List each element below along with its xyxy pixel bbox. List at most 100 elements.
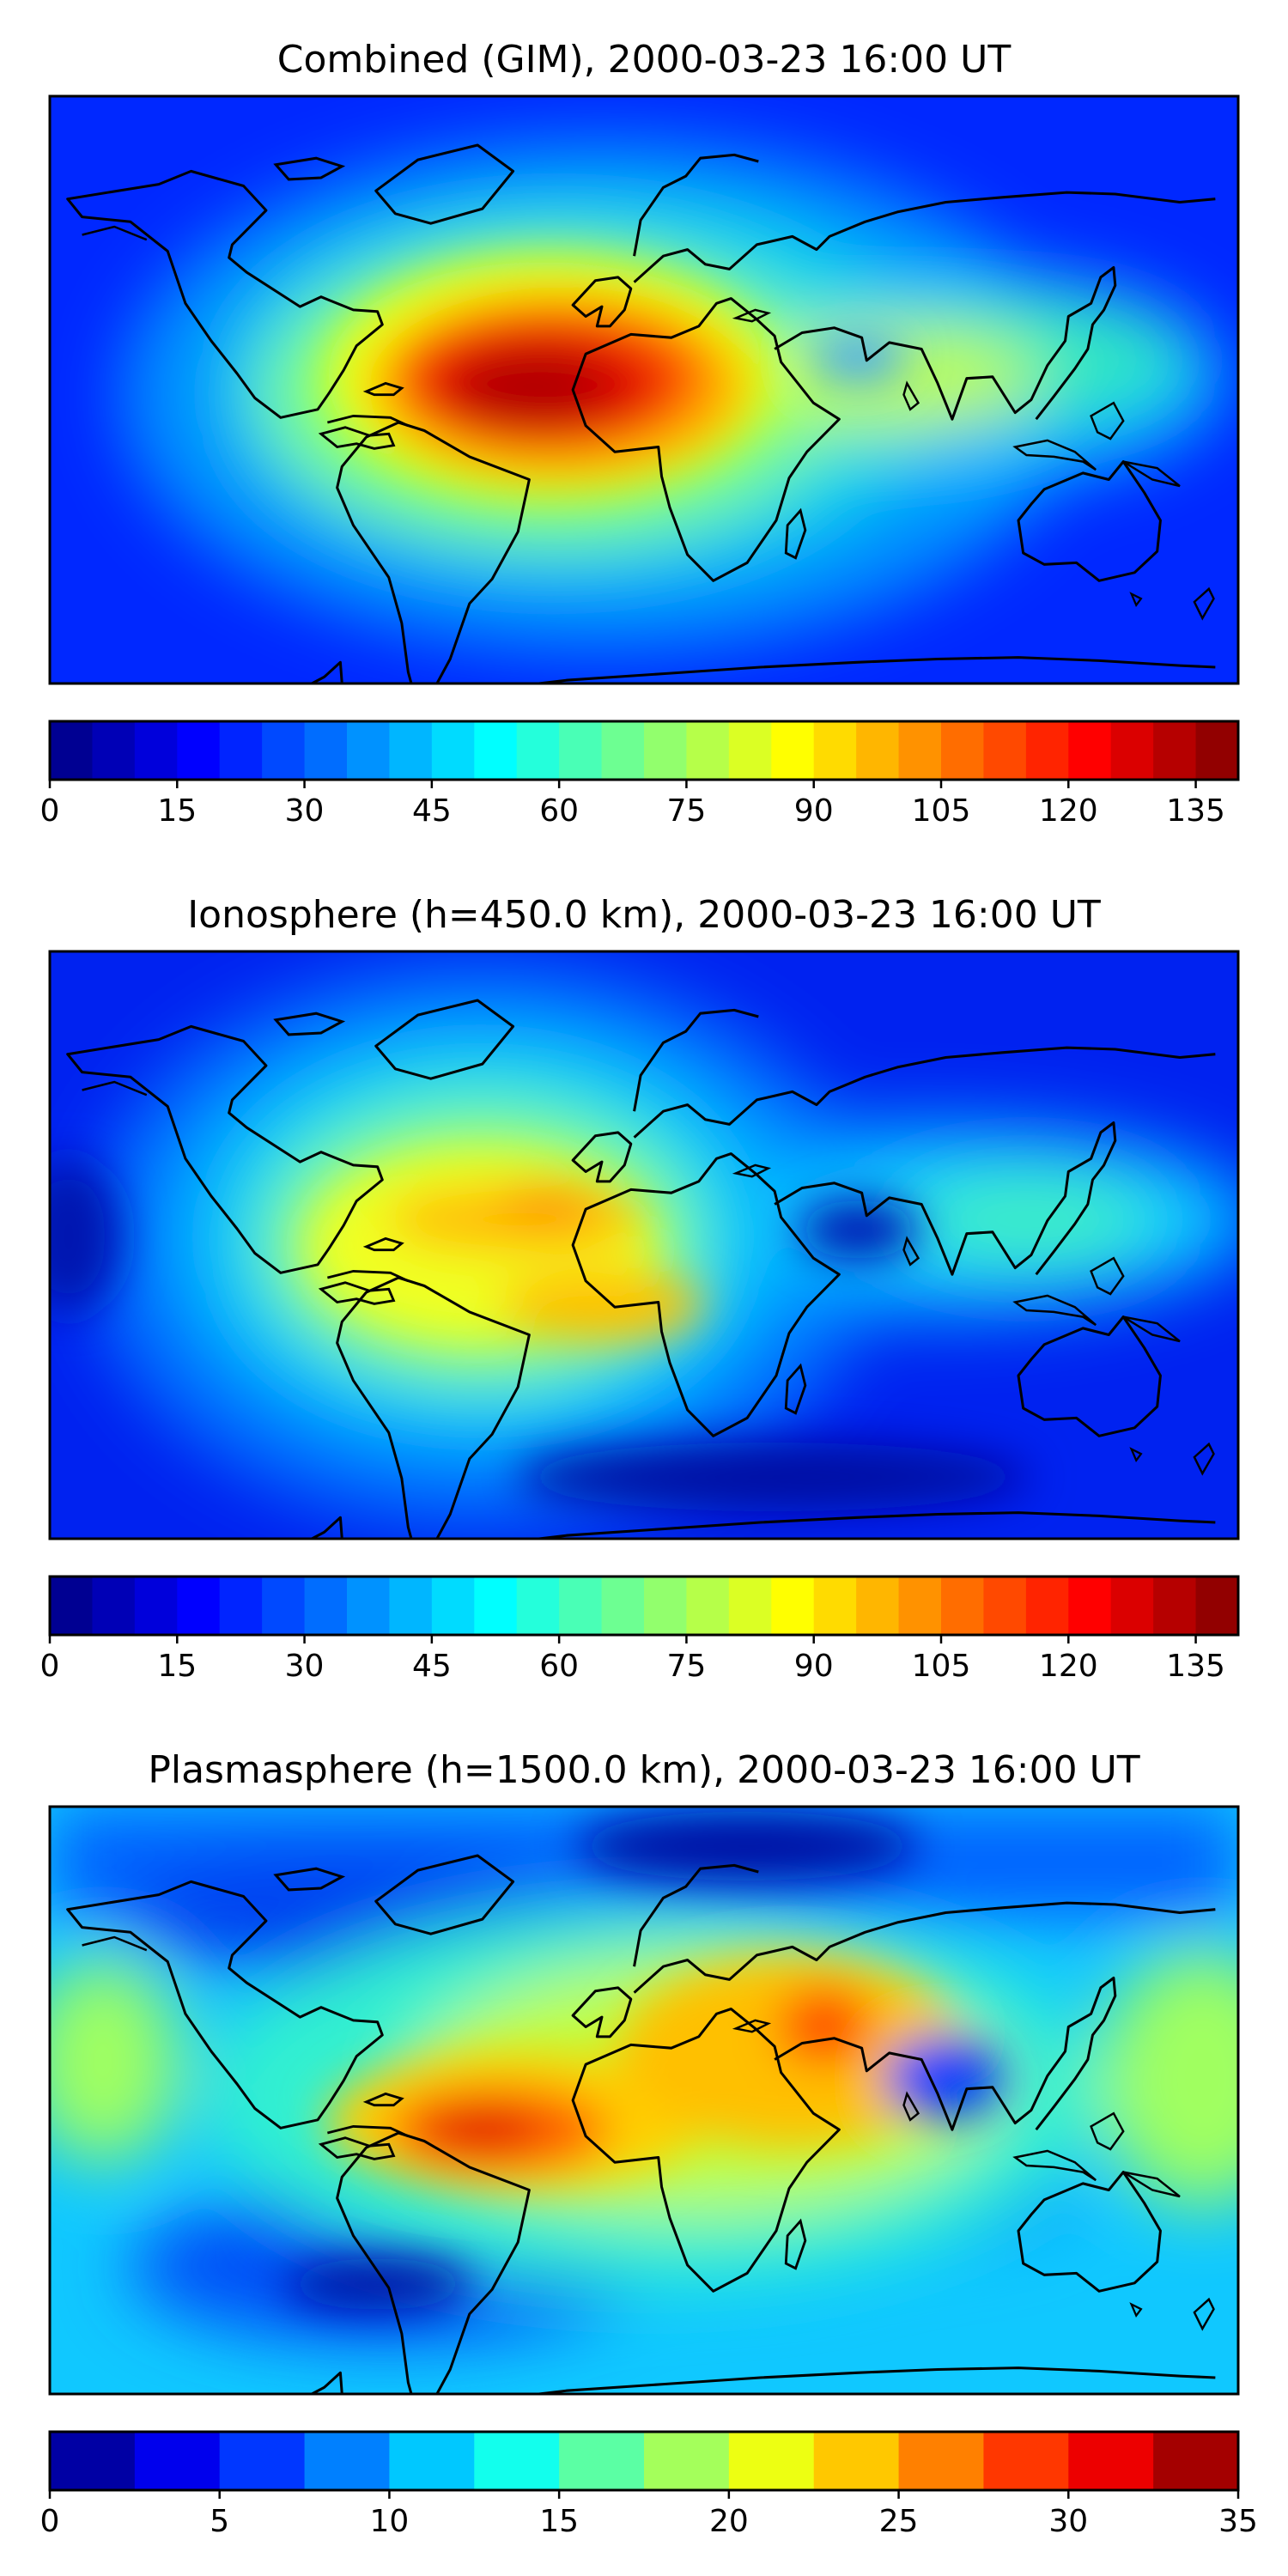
field-core [50, 1151, 1030, 1511]
colorbar-swatch [50, 2432, 136, 2490]
colorbar-swatch [644, 721, 688, 780]
colorbar-swatch [813, 1577, 857, 1635]
colorbar-swatch [134, 2432, 221, 2490]
colorbar-swatch [304, 2432, 391, 2490]
colorbar-swatch [559, 1577, 603, 1635]
colorbar-tick-label: 30 [1048, 2504, 1088, 2539]
colorbar-swatch [431, 1577, 475, 1635]
colorbar-swatch [856, 721, 900, 780]
panel-title: Combined (GIM), 2000-03-23 16:00 UT [277, 38, 1012, 82]
colorbar-tick-label: 90 [794, 793, 834, 829]
colorbar-swatch [389, 1577, 433, 1635]
colorbar-swatch [601, 1577, 645, 1635]
colorbar-swatch [177, 721, 221, 780]
colorbar-tick-label: 60 [539, 793, 579, 829]
colorbar: 0 5 10 15 20 25 30 35 [40, 2430, 1258, 2539]
colorbar-swatch [177, 1577, 221, 1635]
colorbar-tick-label: 25 [879, 2504, 919, 2539]
colorbar-swatch [1153, 721, 1197, 780]
colorbar-tick-label: 15 [157, 793, 197, 829]
colorbar-swatch [389, 2432, 475, 2490]
colorbar-tick-label: 105 [912, 793, 971, 829]
colorbar-tick-label: 135 [1166, 793, 1225, 829]
colorbar-swatch [898, 721, 942, 780]
colorbar-swatch [516, 1577, 560, 1635]
colorbar-swatch [644, 2432, 730, 2490]
colorbar-tick-label: 45 [412, 1649, 452, 1684]
panel-title: Plasmasphere (h=1500.0 km), 2000-03-23 1… [148, 1748, 1139, 1792]
colorbar-swatch [134, 721, 178, 780]
colorbar-swatch [50, 1577, 94, 1635]
colorbar-swatch [304, 1577, 348, 1635]
colorbar-tick-label: 20 [709, 2504, 749, 2539]
colorbar-swatch [728, 2432, 815, 2490]
colorbar-swatch [389, 721, 433, 780]
colorbar-tick-label: 30 [285, 793, 325, 829]
colorbar-swatch [474, 721, 518, 780]
colorbar-swatch [813, 721, 857, 780]
colorbar-tick-label: 75 [667, 793, 707, 829]
colorbar-swatch [1153, 1577, 1197, 1635]
colorbar-swatch [771, 1577, 815, 1635]
colorbar-swatch [474, 2432, 560, 2490]
colorbar-swatch [431, 721, 475, 780]
colorbar-swatch [1110, 721, 1154, 780]
colorbar-tick-label: 5 [210, 2504, 229, 2539]
colorbar-swatch [813, 2432, 900, 2490]
contour-map [50, 1807, 1238, 2394]
map-frame [48, 1805, 1240, 2396]
colorbar-swatch [1025, 721, 1069, 780]
panel-plasmasphere: Plasmasphere (h=1500.0 km), 2000-03-23 1… [40, 1748, 1258, 2539]
colorbar-swatch [856, 1577, 900, 1635]
colorbar-swatch [686, 721, 730, 780]
colorbar-tick-label: 120 [1039, 1649, 1098, 1684]
colorbar-swatch [601, 721, 645, 780]
colorbar-tick-label: 0 [40, 1649, 60, 1684]
colorbar-tick-label: 10 [370, 2504, 410, 2539]
colorbar-swatch [983, 2432, 1069, 2490]
colorbar-swatch [219, 721, 263, 780]
colorbar-swatch [771, 721, 815, 780]
colorbar-swatch [1068, 1577, 1112, 1635]
colorbar-swatch [1025, 1577, 1069, 1635]
colorbar-swatch [219, 1577, 263, 1635]
colorbar-tick-label: 135 [1166, 1649, 1225, 1684]
field-core [283, 1812, 1005, 2310]
colorbar-swatch [1195, 1577, 1239, 1635]
panel-combined: Combined (GIM), 2000-03-23 16:00 UT [40, 38, 1240, 829]
colorbar-swatch [728, 721, 772, 780]
colorbar-tick-label: 75 [667, 1649, 707, 1684]
colorbar-swatch [1195, 721, 1239, 780]
colorbar-swatch [728, 1577, 772, 1635]
field-core [326, 258, 906, 498]
colorbar-tick-label: 60 [539, 1649, 579, 1684]
colorbar-swatch [559, 721, 603, 780]
colorbar-swatch [1110, 1577, 1154, 1635]
colorbar-tick-label: 15 [157, 1649, 197, 1684]
colorbar-tick-label: 35 [1218, 2504, 1258, 2539]
colorbar-swatch [983, 721, 1027, 780]
colorbar-tick-label: 15 [539, 2504, 579, 2539]
colorbar-swatch [516, 721, 560, 780]
colorbar-tick-label: 30 [285, 1649, 325, 1684]
colorbar-swatch [1068, 721, 1112, 780]
colorbar-swatch [898, 1577, 942, 1635]
panel-ionosphere: Ionosphere (h=450.0 km), 2000-03-23 16:0… [40, 893, 1240, 1684]
colorbar: 0 15 30 45 60 75 90 105 120 135 [40, 720, 1240, 829]
colorbar-swatch [686, 1577, 730, 1635]
colorbar-tick-label: 0 [40, 793, 60, 829]
colorbar: 0 15 30 45 60 75 90 105 120 135 [40, 1575, 1240, 1684]
colorbar-swatch [219, 2432, 306, 2490]
colorbar-swatch [262, 1577, 306, 1635]
colorbar-swatch [1068, 2432, 1154, 2490]
colorbar-tick-label: 45 [412, 793, 452, 829]
panel-title: Ionosphere (h=450.0 km), 2000-03-23 16:0… [187, 893, 1101, 937]
colorbar-tick-label: 105 [912, 1649, 971, 1684]
colorbar-swatch [92, 1577, 136, 1635]
colorbar-swatch [941, 1577, 985, 1635]
colorbar-swatch [559, 2432, 645, 2490]
contour-map [50, 96, 1238, 683]
colorbar-swatch [304, 721, 348, 780]
colorbar-swatch [898, 2432, 985, 2490]
